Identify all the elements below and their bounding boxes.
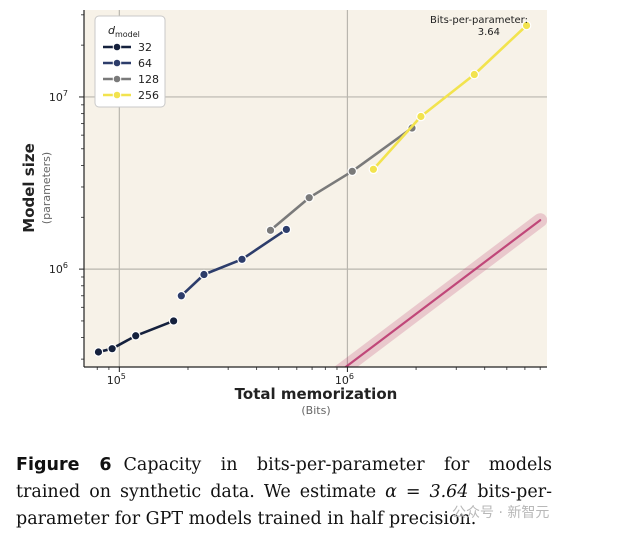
legend-title: dmodel [108,24,140,39]
fit-band [334,213,547,367]
fit-line [343,219,542,367]
series-line-32 [98,319,175,354]
legend-item-128: 128 [103,73,159,86]
legend-label: 64 [138,57,152,70]
data-point-128 [304,192,315,203]
series-128 [265,123,417,236]
data-point-64 [199,269,209,280]
y-axis-subtitle: (parameters) [40,152,53,224]
watermark: 公众号 · 新智元 [452,505,550,521]
data-point-128 [265,225,276,236]
annotation-line2: 3.64 [478,27,500,38]
series-line-128 [269,126,413,232]
x-tick-exp: 6 [349,372,354,381]
series-64 [176,224,292,301]
y-axis-title: Model size [20,143,38,232]
legend-swatch-marker [112,90,122,100]
data-point-128 [347,166,358,177]
data-point-256 [368,164,379,175]
legend-label: 32 [138,41,152,54]
y-tick-exp: 7 [63,89,68,98]
series-256 [368,20,532,175]
data-point-256 [416,111,426,122]
legend-swatch-marker [112,42,122,52]
legend-box [94,15,166,108]
x-tick-label: 105 [107,372,126,387]
y-tick-base: 10 [49,91,63,104]
figure-caption: Figure 6 Capacity in bits-per-parameter f… [16,452,552,533]
legend-item-64: 64 [103,57,152,70]
data-point-32 [107,343,117,354]
data-point-64 [237,254,247,265]
x-tick-label: 106 [335,372,354,387]
legend-swatch-marker [112,58,122,68]
annotation-line1: Bits-per-parameter: [430,15,528,26]
legend-items: 32 64 128 256 [103,41,159,102]
y-tick-label: 107 [49,89,68,104]
x-axis-subtitle: (Bits) [301,404,330,417]
legend-item-32: 32 [103,41,152,54]
series-layer [93,20,532,357]
data-point-256 [469,69,480,80]
series-line-64 [180,228,288,297]
legend: dmodel 32 64 128 256 [94,15,166,108]
caption-text-after: bits-per-parameter for GPT models traine… [16,482,552,529]
legend-item-256: 256 [103,89,159,102]
caption-math: α = 3.64 [385,482,469,502]
data-point-64 [281,224,292,235]
y-tick-exp: 6 [63,261,68,270]
data-point-64 [176,290,187,301]
x-axis-title: Total memorization [235,385,398,403]
series-32 [93,316,179,357]
legend-title-main: d [108,24,116,37]
y-tick-base: 10 [49,263,63,276]
legend-label: 256 [138,89,159,102]
legend-label: 128 [138,73,159,86]
x-tick-base: 10 [107,374,121,387]
series-line-256 [372,24,528,171]
x-tick-exp: 5 [121,372,126,381]
y-tick-label: 106 [49,261,68,276]
caption-text-before: Capacity in bits-per-parameter for model… [16,455,552,502]
legend-swatch-marker [112,74,122,84]
data-point-32 [168,316,179,326]
x-tick-base: 10 [335,374,349,387]
data-point-256 [521,20,532,31]
data-point-32 [130,330,141,341]
data-point-32 [93,347,104,357]
legend-title-sub: model [115,30,140,39]
caption-label: Figure 6 [16,455,112,475]
